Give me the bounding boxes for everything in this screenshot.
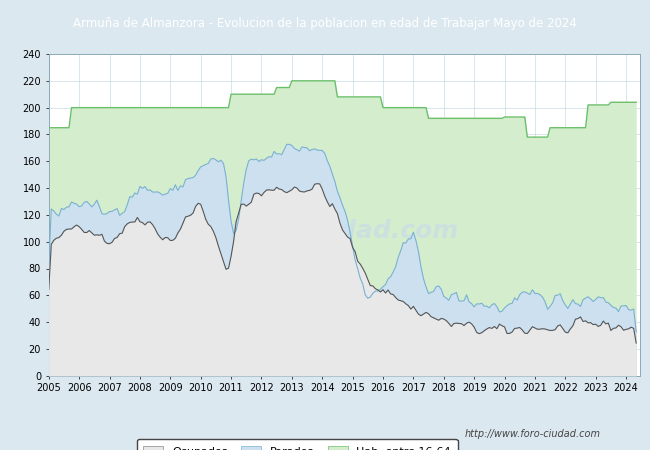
Text: http://www.foro-ciudad.com: http://www.foro-ciudad.com bbox=[465, 429, 601, 439]
Text: foro-ciudad.com: foro-ciudad.com bbox=[230, 219, 459, 243]
Text: Armuña de Almanzora - Evolucion de la poblacion en edad de Trabajar Mayo de 2024: Armuña de Almanzora - Evolucion de la po… bbox=[73, 17, 577, 30]
Legend: Ocupados, Parados, Hab. entre 16-64: Ocupados, Parados, Hab. entre 16-64 bbox=[136, 439, 458, 450]
